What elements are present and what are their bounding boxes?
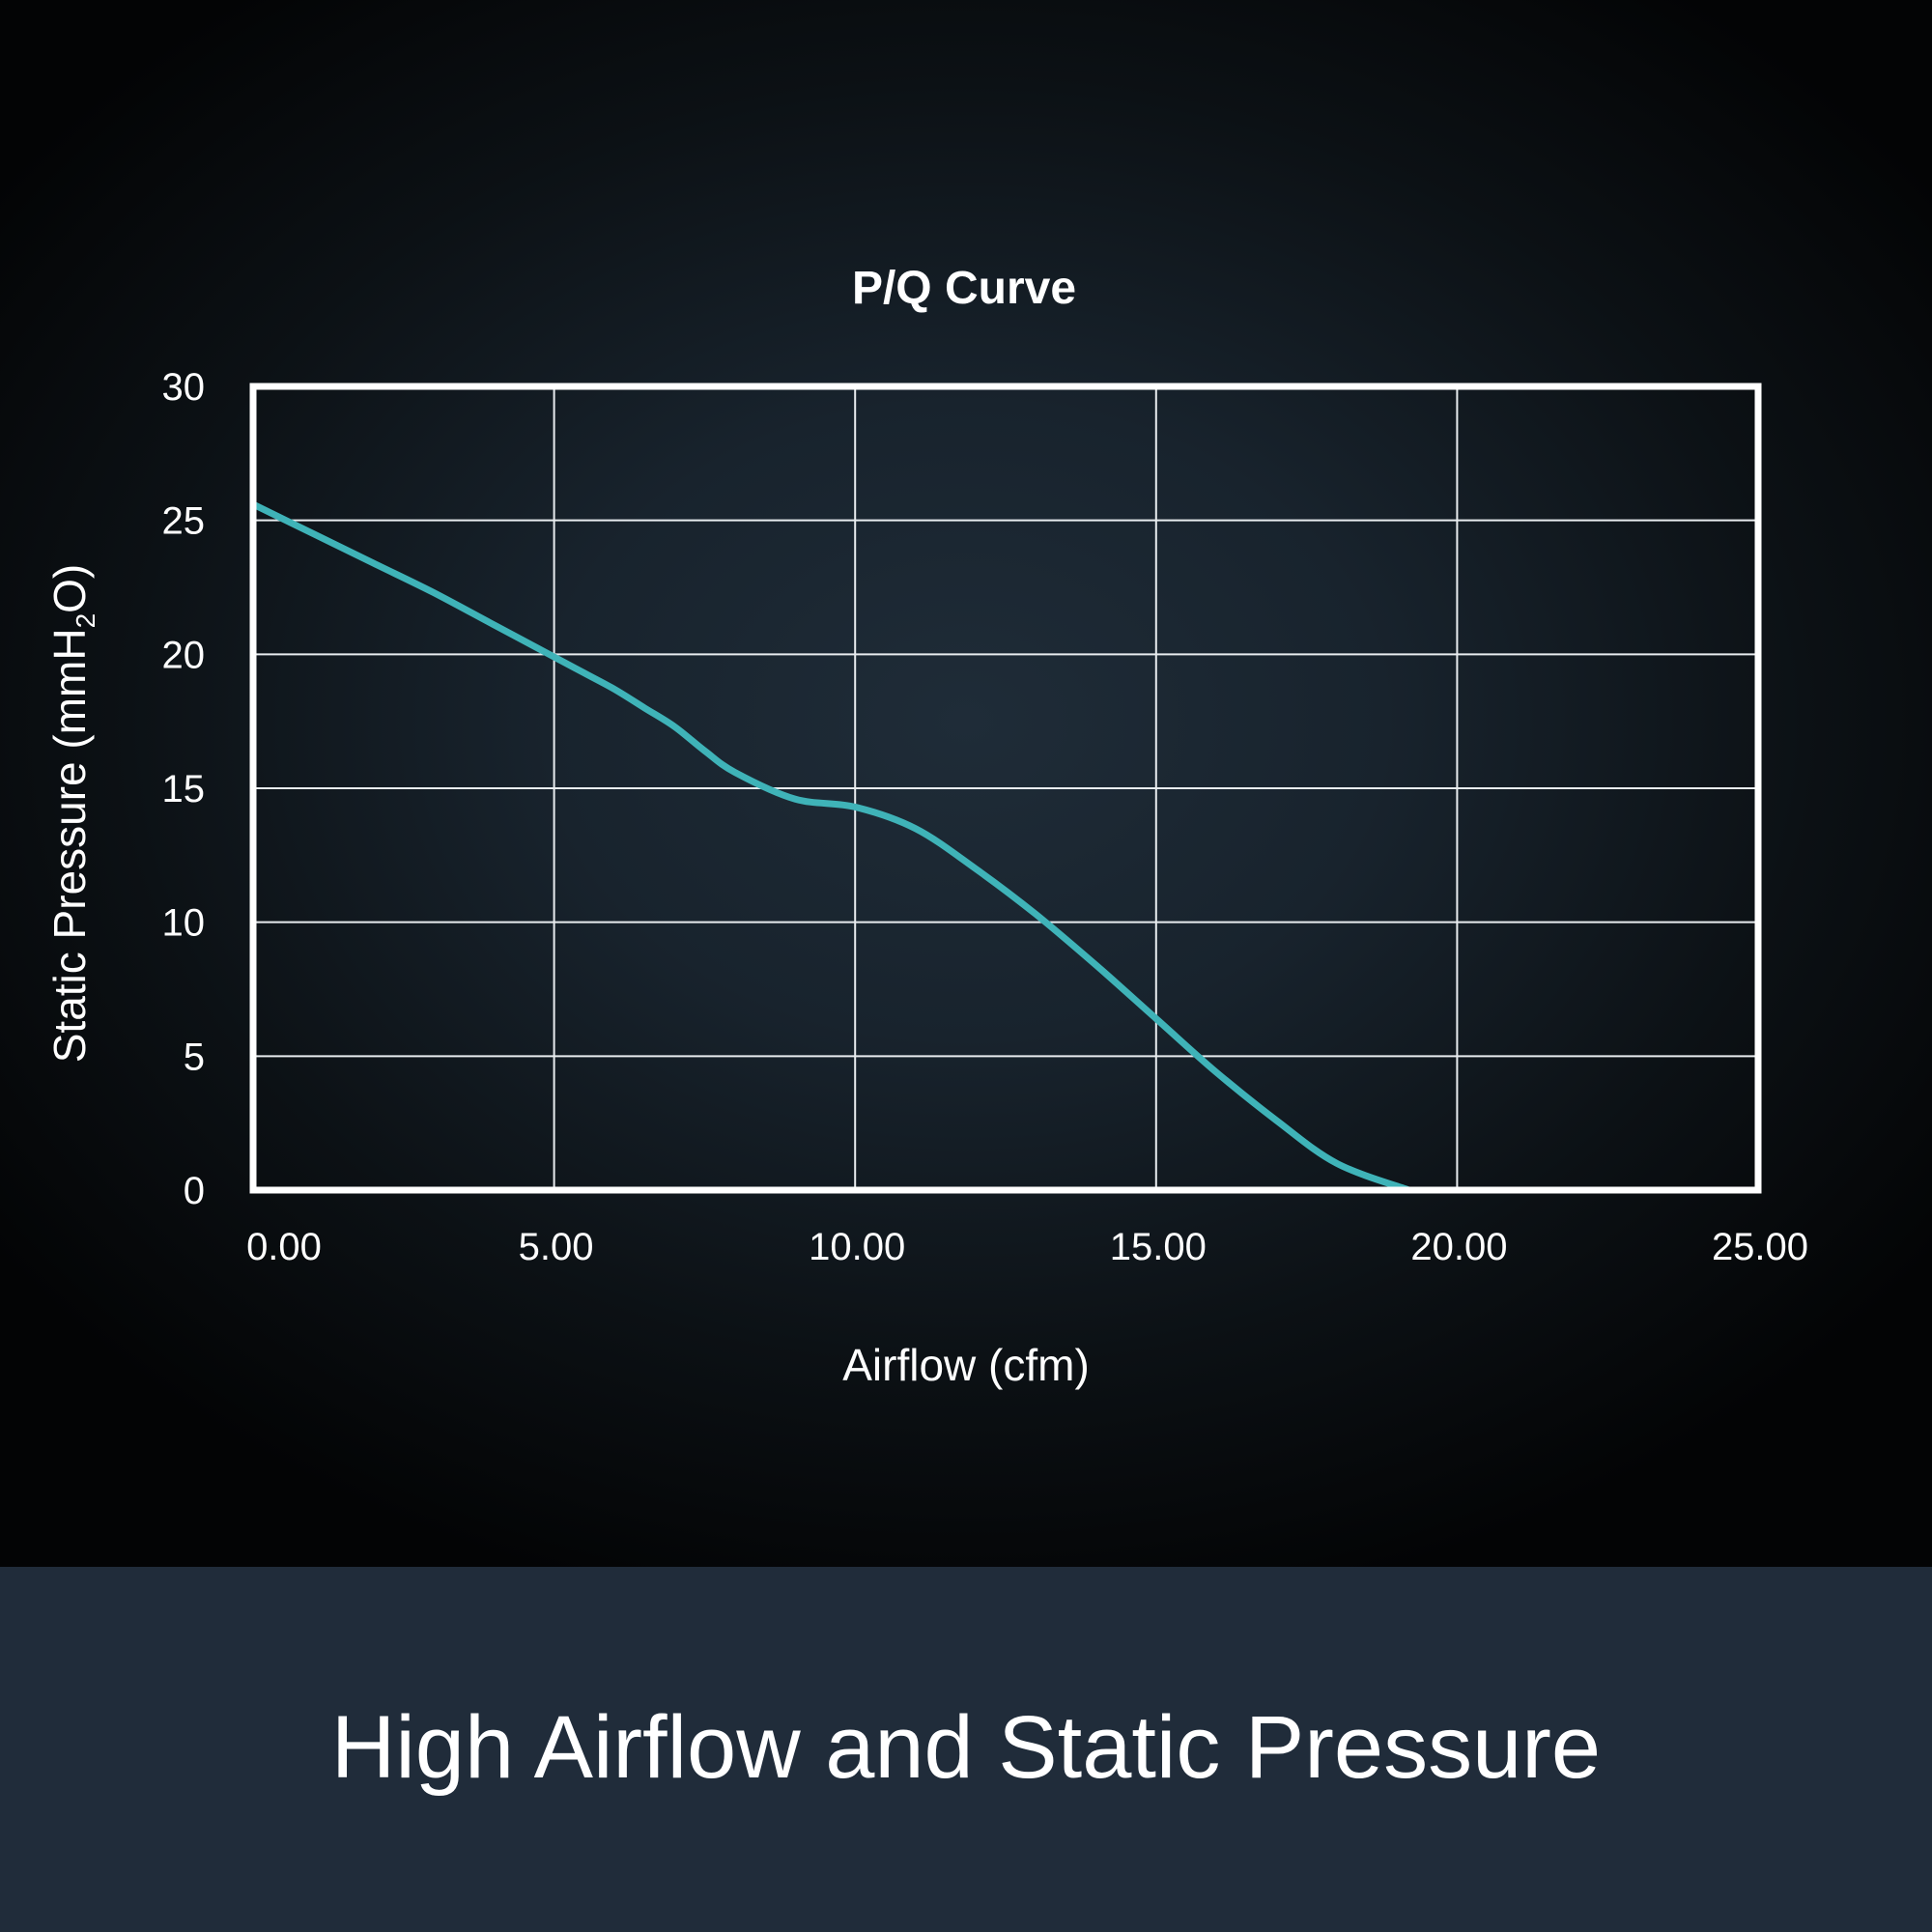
y-tick-label: 30 (162, 366, 206, 409)
banner-text: High Airflow and Static Pressure (330, 1697, 1602, 1797)
x-tick-label: 5.00 (519, 1226, 594, 1268)
banner: High Airflow and Static Pressure (0, 1567, 1932, 1932)
y-tick-label: 0 (184, 1170, 205, 1212)
chart-panel: 0 5 10 15 20 25 30 0.00 5.00 10.00 15.00 20.00 25.0… (0, 0, 1932, 1567)
y-tick-label: 20 (162, 634, 206, 676)
chart-title: P/Q Curve (852, 263, 1076, 314)
x-tick-labels: 0.00 5.00 10.00 15.00 20.00 25.00 (246, 1226, 1808, 1268)
y-axis-title-end: O) (44, 564, 95, 613)
plot-frame (249, 383, 1762, 1194)
y-tick-label: 10 (162, 902, 206, 945)
x-tick-label: 10.00 (809, 1226, 905, 1268)
x-tick-label: 0.00 (246, 1226, 322, 1268)
y-tick-label: 15 (162, 768, 206, 810)
x-tick-label: 20.00 (1410, 1226, 1507, 1268)
y-axis-title-main: Static Pressure (mmH (44, 628, 95, 1063)
pq-curve-line (249, 500, 1412, 1194)
x-tick-label: 15.00 (1110, 1226, 1207, 1268)
y-tick-labels: 0 5 10 15 20 25 30 (162, 366, 206, 1212)
x-axis-title: Airflow (cfm) (842, 1340, 1090, 1390)
y-tick-label: 5 (184, 1036, 205, 1078)
x-tick-label: 25.00 (1712, 1226, 1808, 1268)
y-axis-title-subscript: 2 (71, 613, 100, 629)
pq-curve-chart: 0 5 10 15 20 25 30 0.00 5.00 10.00 15.00 20.00 25.0… (44, 263, 1808, 1390)
series-layer (249, 500, 1412, 1194)
grid-layer (253, 386, 1758, 1190)
y-tick-label: 25 (162, 500, 206, 543)
y-axis-title: Static Pressure (mmH2O) (44, 564, 100, 1064)
